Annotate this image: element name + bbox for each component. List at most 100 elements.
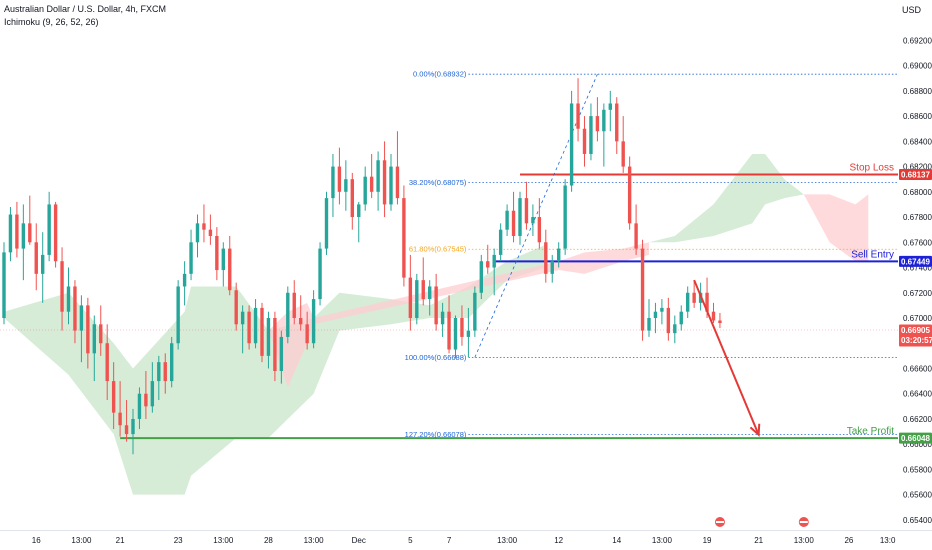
take-profit-tag-text: 0.66048 (901, 434, 930, 443)
candle-body (189, 242, 193, 274)
candle-body (41, 254, 45, 274)
candle-body (324, 198, 329, 249)
y-tick-label: 0.67400 (903, 264, 932, 273)
candle-body (344, 179, 348, 192)
fib-label-3: 100.00%(0.66688) (405, 353, 467, 362)
candle-body (711, 311, 716, 321)
y-tick-label: 0.68000 (903, 188, 932, 197)
y-tick-label: 0.66600 (903, 364, 932, 373)
candle-body (692, 292, 696, 303)
candle-body (576, 103, 580, 129)
candle-body (602, 109, 606, 132)
candle-body (311, 299, 316, 344)
candle-body (634, 223, 638, 249)
candle-body (79, 305, 84, 331)
candle-body (163, 362, 167, 382)
candle-body (137, 393, 142, 419)
candle-body (440, 311, 445, 325)
candle-body (595, 116, 600, 132)
fib-label-2: 61.80%(0.67545) (409, 245, 467, 254)
candle-body (705, 292, 709, 312)
candle-body (202, 223, 206, 230)
candle-body (608, 103, 612, 110)
candle-body (73, 286, 77, 331)
candle-body (563, 185, 567, 249)
candle-body (111, 381, 116, 413)
x-tick-label: 19 (703, 536, 712, 545)
current-price-tag (899, 324, 932, 347)
candle-body (389, 166, 393, 205)
candle-body (382, 160, 387, 205)
candle-body (615, 103, 619, 142)
fibonacci-levels: 0.00%(0.68932) 38.20%(0.68075) 61.80%(0.67… (405, 70, 898, 439)
arrow-shaft (693, 279, 760, 436)
x-tick-label: 13:00 (497, 536, 518, 545)
candle-body (195, 223, 200, 243)
candles (2, 78, 722, 455)
sell-entry-tag (899, 255, 932, 267)
x-tick-label: 26 (844, 536, 853, 545)
candle-body (421, 280, 425, 300)
candle-body (550, 261, 554, 274)
candle-body (473, 292, 477, 331)
candle-body (260, 307, 264, 356)
y-tick-label: 0.65800 (903, 465, 932, 474)
candle-body (653, 311, 658, 318)
fib-label-1: 38.20%(0.68075) (409, 178, 467, 187)
candle-body (376, 160, 380, 192)
candle-body (182, 273, 187, 287)
candle-body (15, 214, 19, 249)
y-tick-label: 0.69200 (903, 36, 932, 45)
level-lines: Stop Loss Sell Entry Take Profit (0, 163, 898, 440)
candle-body (124, 425, 129, 435)
candle-body (157, 362, 161, 382)
stop-loss-tag-text: 0.68137 (901, 171, 930, 180)
y-tick-label: 0.66000 (903, 440, 932, 449)
chart-title: Australian Dollar / U.S. Dollar, 4h, FXC… (4, 4, 167, 14)
x-tick-label: Dec (352, 536, 366, 545)
x-tick-label: 5 (408, 536, 413, 545)
candle-body (47, 204, 51, 255)
take-profit-label: Take Profit (847, 426, 894, 437)
candle-body (544, 242, 548, 274)
candle-body (434, 286, 438, 325)
candle-body (524, 198, 529, 224)
take-profit-tag (899, 432, 932, 444)
indicator-label: Ichimoku (9, 26, 52, 26) (4, 17, 99, 27)
y-tick-label: 0.67200 (903, 289, 932, 298)
projection-arrow (693, 279, 761, 437)
candle-body (144, 393, 148, 407)
candle-body (92, 324, 96, 354)
y-tick-label: 0.66200 (903, 415, 932, 424)
x-tick-label: 13:0 (880, 536, 896, 545)
candle-body (350, 179, 354, 218)
candle-body (86, 305, 90, 354)
x-tick-label: 13:00 (71, 536, 92, 545)
y-tick-label: 0.65400 (903, 516, 932, 525)
candle-body (318, 248, 322, 300)
x-tick-label: 14 (612, 536, 621, 545)
candle-body (53, 204, 58, 262)
candle-body (279, 336, 284, 371)
candle-body (131, 418, 135, 435)
event-flag-stripe (799, 521, 808, 523)
candle-body (518, 198, 522, 236)
candle-body (686, 292, 690, 312)
x-tick-label: 13:00 (652, 536, 673, 545)
candle-body (511, 210, 516, 236)
candle-body (60, 261, 64, 312)
arrow-head (749, 423, 761, 437)
candle-body (228, 248, 232, 291)
candle-body (369, 176, 374, 192)
x-tick-label: 13:00 (213, 536, 234, 545)
current-price-tag-text: 0.66905 (901, 326, 930, 335)
candle-body (589, 116, 593, 154)
stop-loss-tag (899, 169, 932, 181)
candle-body (466, 330, 471, 337)
candle-body (215, 235, 219, 271)
candle-body (531, 217, 535, 224)
sell-entry-label: Sell Entry (851, 249, 894, 260)
fib-label-4: 127.20%(0.66078) (405, 430, 467, 439)
y-tick-label: 0.68400 (903, 137, 932, 146)
